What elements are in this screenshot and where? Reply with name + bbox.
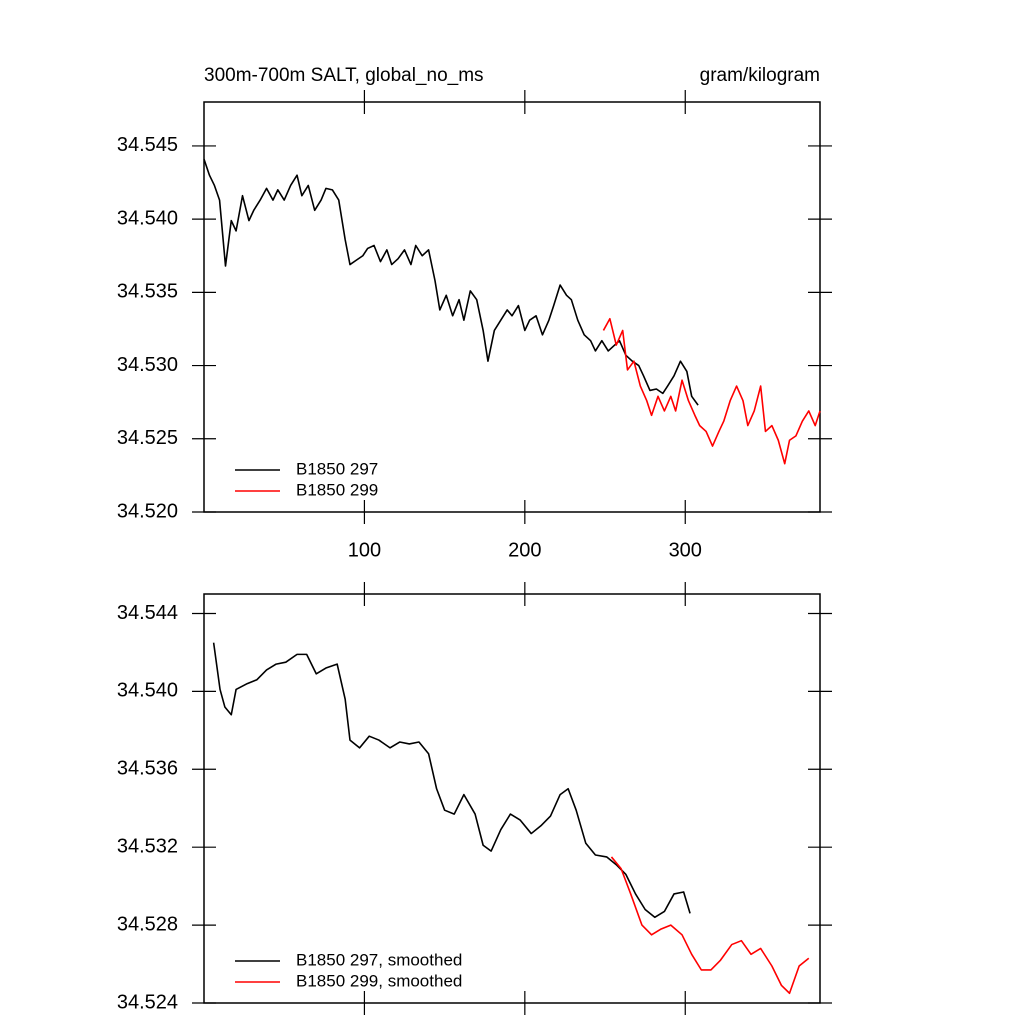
y-tick-label: 34.525 [117, 427, 178, 449]
units-label: gram/kilogram [700, 65, 820, 86]
chart-title: 300m-700m SALT, global_no_ms [204, 65, 484, 86]
plot-frame [203, 101, 821, 513]
legend-label: B1850 297, smoothed [296, 950, 462, 969]
series-line [203, 158, 699, 406]
legend-label: B1850 299 [296, 480, 378, 499]
y-tick-label: 34.520 [117, 500, 178, 522]
series-line [610, 856, 810, 995]
series-line [602, 317, 821, 465]
y-tick-label: 34.530 [117, 354, 178, 376]
y-tick-label: 34.540 [117, 207, 178, 229]
legend-label: B1850 299, smoothed [296, 971, 462, 990]
x-tick-label: 200 [508, 539, 541, 561]
y-tick-label: 34.544 [117, 602, 178, 624]
x-tick-label: 100 [348, 539, 381, 561]
series-line [212, 642, 691, 919]
legend-label: B1850 297 [296, 459, 378, 478]
plot-frame [203, 593, 821, 1004]
y-tick-label: 34.545 [117, 134, 178, 156]
y-tick-label: 34.535 [117, 281, 178, 303]
y-tick-label: 34.536 [117, 758, 178, 780]
y-tick-label: 34.528 [117, 913, 178, 935]
y-tick-label: 34.524 [117, 991, 178, 1013]
y-tick-label: 34.532 [117, 835, 178, 857]
x-tick-label: 300 [669, 539, 702, 561]
y-tick-label: 34.540 [117, 680, 178, 702]
